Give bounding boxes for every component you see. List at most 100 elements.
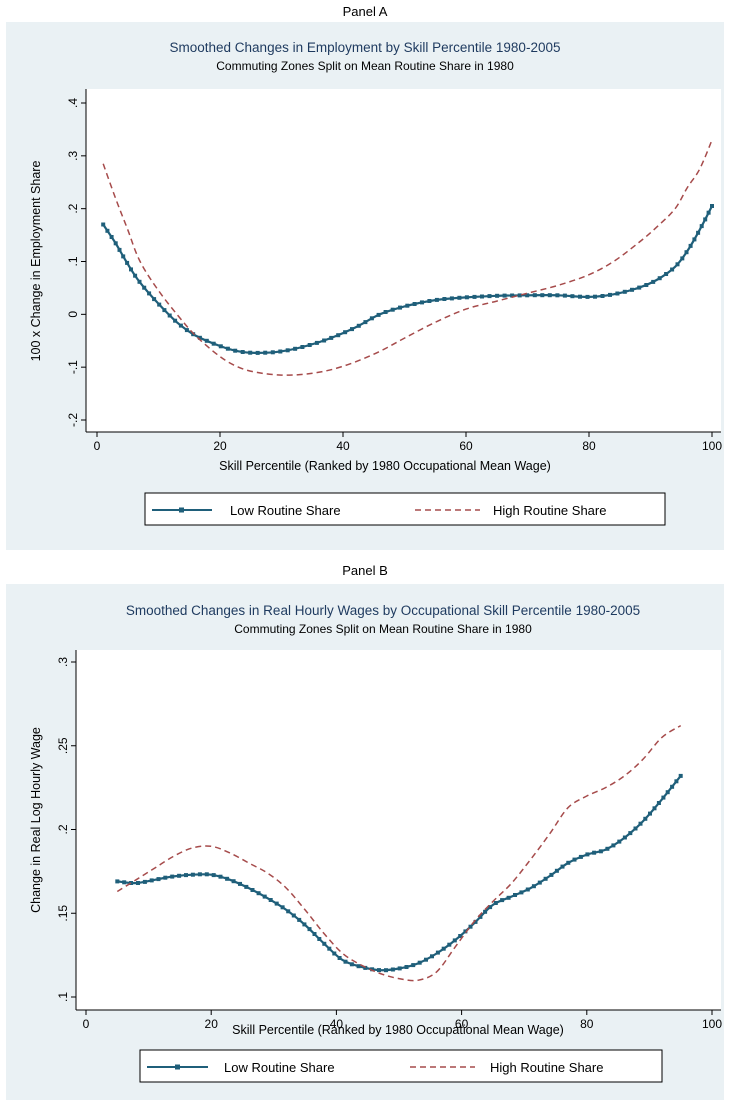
panel-b-low-routine-marker bbox=[129, 881, 134, 885]
panel-b-x-tick-label: 40 bbox=[330, 1017, 344, 1031]
panel-a-low-routine-marker bbox=[204, 338, 209, 343]
panel-b-low-routine-marker bbox=[197, 872, 202, 877]
panel-a-low-routine-marker bbox=[480, 294, 484, 299]
panel-a-low-routine-marker bbox=[293, 346, 298, 351]
panel-b-low-routine-marker bbox=[190, 872, 195, 877]
panel-b-low-routine-marker bbox=[163, 875, 168, 880]
panel-b-high-routine-line bbox=[116, 724, 682, 982]
panel-a-x-tick-label: 60 bbox=[459, 439, 473, 453]
panel-b-low-routine-marker bbox=[519, 890, 524, 895]
panel-a-low-routine-marker bbox=[405, 303, 410, 308]
panel-a-low-routine-marker bbox=[449, 296, 454, 301]
panel-b-low-routine-marker bbox=[397, 966, 402, 971]
panel-a-high-routine-line bbox=[102, 139, 713, 376]
panel-a-low-routine-marker bbox=[525, 293, 530, 298]
panel-b-low-routine-marker bbox=[136, 881, 140, 885]
panel-b-low-routine-marker bbox=[674, 779, 679, 784]
panel-b-series-group bbox=[115, 724, 683, 982]
panel-a-low-routine-marker bbox=[363, 320, 368, 325]
panel-a-low-routine-marker bbox=[457, 295, 462, 300]
panel-a-low-routine-marker bbox=[133, 273, 138, 278]
panel-b-low-routine-marker bbox=[566, 860, 571, 865]
panel-a-low-routine-marker bbox=[696, 230, 701, 235]
panel-a-low-routine-marker bbox=[383, 310, 388, 314]
panel-b-low-routine-marker bbox=[478, 914, 483, 919]
panel-a-low-routine-marker bbox=[376, 312, 381, 317]
panel-b-low-routine-marker bbox=[560, 864, 565, 869]
panel-b-low-routine-marker bbox=[473, 919, 478, 924]
panel-b-low-routine-marker bbox=[337, 956, 342, 960]
panel-b-y-axis-label: Change in Real Log Hourly Wage bbox=[29, 727, 43, 913]
panel-b-y-tick-label: .15 bbox=[56, 905, 70, 922]
panel-a-title: Smoothed Changes in Employment by Skill … bbox=[170, 40, 561, 55]
panel-b-low-routine-marker bbox=[274, 901, 279, 906]
panel-a-low-routine-marker bbox=[398, 305, 402, 310]
panel-a-low-routine-marker bbox=[263, 350, 268, 355]
panel-b-title: Smoothed Changes in Real Hourly Wages by… bbox=[126, 603, 640, 618]
panel-b-low-routine-marker bbox=[543, 876, 548, 881]
panel-b-low-routine-marker bbox=[317, 937, 322, 941]
panel-a-subtitle: Commuting Zones Split on Mean Routine Sh… bbox=[216, 59, 514, 73]
panel-a-low-routine-marker bbox=[657, 276, 662, 281]
panel-b-low-routine-marker bbox=[218, 874, 223, 879]
panel-a-low-routine-marker bbox=[570, 294, 575, 299]
panel-a-x-tick-label: 100 bbox=[702, 439, 722, 453]
panel-a-low-routine-marker bbox=[285, 348, 290, 353]
panel-a-low-routine-marker bbox=[356, 323, 361, 328]
panel-a-low-routine-marker bbox=[162, 308, 167, 313]
panel-b-legend-low-marker bbox=[175, 1064, 180, 1070]
panel-a-y-tick-label: -.2 bbox=[66, 413, 80, 427]
panel-a-low-routine-marker bbox=[532, 293, 537, 298]
panel-a-low-routine-marker bbox=[547, 293, 552, 298]
panel-a-y-tick-label: 0 bbox=[66, 311, 80, 318]
panel-a-low-routine-marker bbox=[600, 294, 605, 298]
panel-b-low-routine-marker bbox=[142, 879, 147, 884]
panel-a-legend-high-label: High Routine Share bbox=[493, 503, 606, 518]
panel-b-low-routine-marker bbox=[572, 857, 577, 862]
panel-a-low-routine-marker bbox=[307, 343, 312, 347]
panel-b-low-routine-marker bbox=[661, 795, 666, 800]
panel-b-low-routine-marker bbox=[177, 873, 182, 878]
panel-a-low-routine-marker bbox=[147, 291, 152, 296]
panel-a-y-tick-label: .2 bbox=[66, 203, 80, 213]
panel-a-low-routine-marker bbox=[703, 217, 708, 222]
panel-a-y-tick-label: .1 bbox=[66, 256, 80, 266]
panel-b-low-routine-marker bbox=[447, 942, 452, 947]
panel-b-low-routine-marker bbox=[404, 965, 409, 969]
panel-b-low-routine-marker bbox=[322, 941, 327, 946]
panel-a-legend-box bbox=[144, 492, 666, 526]
panel-a-y-axis-label: 100 x Change in Employment Share bbox=[29, 161, 43, 362]
panel-b-low-routine-marker bbox=[291, 913, 296, 918]
panel-b-low-routine-marker bbox=[592, 850, 597, 855]
panel-b-low-routine-marker bbox=[244, 884, 249, 889]
panel-b-x-tick-label: 100 bbox=[702, 1017, 722, 1031]
panel-b-low-routine-marker bbox=[493, 901, 498, 905]
panel-b-low-routine-marker bbox=[441, 946, 446, 951]
panel-b-low-routine-marker bbox=[302, 922, 307, 927]
panel-b-low-routine-marker bbox=[652, 806, 657, 811]
panel-a-x-tick-label: 80 bbox=[582, 439, 596, 453]
panel-a-low-routine-marker bbox=[117, 247, 122, 252]
panel-b-low-routine-marker bbox=[370, 967, 375, 972]
panel-a-low-routine-marker bbox=[109, 235, 114, 239]
panel-a-x-tick-label: 40 bbox=[336, 439, 350, 453]
panel-a-low-routine-marker bbox=[637, 285, 642, 290]
panel-b-low-routine-marker bbox=[231, 879, 236, 884]
panel-a-low-routine-marker bbox=[157, 302, 162, 307]
panel-b-low-routine-marker bbox=[633, 826, 638, 831]
panel-b-low-routine-marker bbox=[115, 879, 120, 884]
panel-a-low-routine-marker bbox=[129, 267, 133, 272]
panel-b-low-routine-marker bbox=[500, 898, 505, 903]
panel-a-low-routine-marker bbox=[125, 260, 130, 265]
panel-b-low-routine-marker bbox=[549, 872, 554, 877]
panel-b-y-tick-label: .3 bbox=[56, 657, 70, 667]
panel-a-low-routine-marker bbox=[233, 348, 238, 353]
panel-b-y-tick-label: .1 bbox=[56, 992, 70, 1002]
panel-b-axes: 0 20 40 60 80 100 .1 .15 .2 .25 .3 bbox=[56, 650, 722, 1031]
panel-b-low-routine-marker bbox=[411, 963, 416, 968]
panel-a-low-routine-marker bbox=[664, 272, 669, 276]
panel-b-low-routine-marker bbox=[531, 884, 536, 889]
panel-b-low-routine-marker bbox=[122, 880, 127, 885]
panel-a-low-routine-marker bbox=[684, 250, 689, 255]
panel-a-low-routine-marker bbox=[420, 300, 424, 305]
